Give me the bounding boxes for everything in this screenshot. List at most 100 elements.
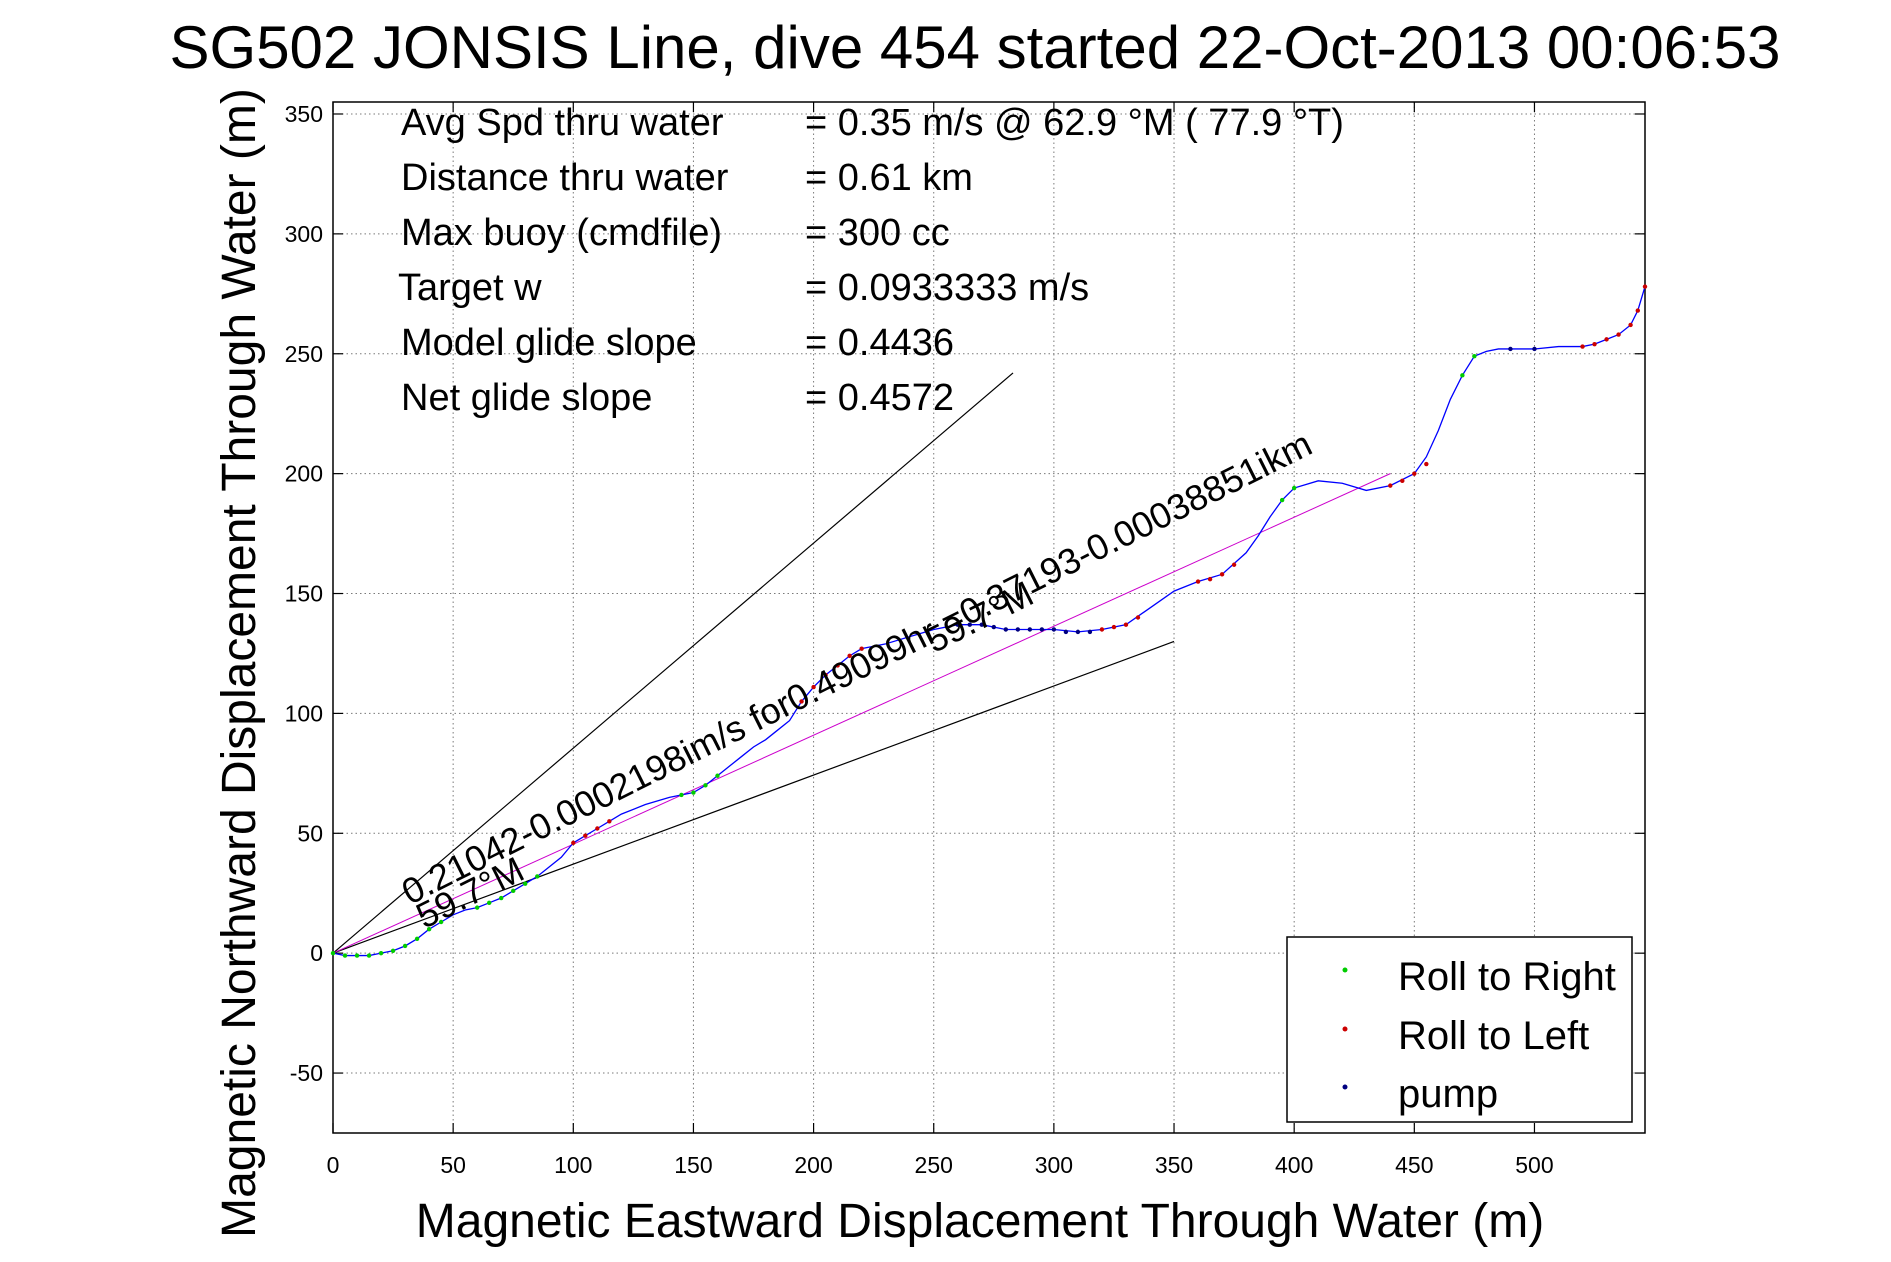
marker-roll-to-right bbox=[330, 950, 336, 956]
info-value: = 300 cc bbox=[805, 212, 950, 254]
marker-roll-to-left bbox=[1195, 579, 1201, 584]
marker-roll-to-right bbox=[438, 919, 444, 925]
marker-roll-to-left bbox=[607, 819, 612, 824]
legend-label-pump: pump bbox=[1398, 1072, 1498, 1116]
marker-pump bbox=[1063, 629, 1069, 635]
marker-roll-to-left bbox=[1424, 461, 1429, 467]
marker-roll-to-right bbox=[679, 792, 684, 798]
info-label: Avg Spd thru water bbox=[401, 102, 724, 144]
marker-roll-to-left bbox=[1231, 562, 1237, 567]
marker-roll-to-right bbox=[1472, 353, 1477, 359]
marker-pump bbox=[979, 622, 984, 627]
marker-roll-to-right bbox=[486, 900, 492, 906]
x-tick-label: 300 bbox=[1035, 1152, 1073, 1178]
marker-pump bbox=[1087, 629, 1093, 635]
marker-roll-to-left bbox=[1207, 576, 1213, 582]
y-tick-label: -50 bbox=[290, 1060, 323, 1086]
x-axis-label: Magnetic Eastward Displacement Through W… bbox=[416, 1195, 1544, 1248]
legend-marker-pump bbox=[1342, 1084, 1348, 1090]
marker-roll-to-left bbox=[1099, 627, 1105, 632]
x-tick-label: 250 bbox=[915, 1152, 953, 1178]
marker-roll-to-right bbox=[426, 926, 432, 932]
marker-pump bbox=[1051, 627, 1057, 632]
legend: Roll to Right Roll to Left pump bbox=[1286, 936, 1633, 1123]
marker-roll-to-left bbox=[1580, 344, 1585, 349]
y-tick-label: 100 bbox=[285, 700, 323, 726]
x-tick-label: 200 bbox=[794, 1152, 832, 1178]
marker-roll-to-left bbox=[595, 826, 600, 831]
legend-marker-roll-left bbox=[1342, 1026, 1348, 1032]
info-label: Max buoy (cmdfile) bbox=[401, 212, 722, 254]
reference-line-mean-track bbox=[332, 473, 1391, 954]
legend-label-roll-left: Roll to Left bbox=[1398, 1014, 1589, 1058]
y-tick-label: 50 bbox=[297, 820, 323, 846]
marker-roll-to-left bbox=[859, 646, 864, 651]
marker-pump bbox=[991, 624, 997, 630]
x-tick-label: 0 bbox=[327, 1152, 340, 1178]
info-value: = 0.0933333 m/s bbox=[805, 267, 1089, 309]
marker-pump bbox=[1027, 627, 1033, 632]
marker-pump bbox=[1015, 627, 1021, 632]
marker-pump bbox=[955, 622, 960, 627]
x-tick-label: 350 bbox=[1155, 1152, 1193, 1178]
marker-roll-to-left bbox=[811, 684, 816, 690]
marker-roll-to-left bbox=[1628, 322, 1633, 328]
y-tick-label: 0 bbox=[310, 940, 323, 966]
info-label: Model glide slope bbox=[401, 322, 697, 364]
marker-roll-to-right bbox=[414, 936, 420, 941]
marker-roll-to-left bbox=[1400, 478, 1405, 484]
marker-roll-to-right bbox=[1291, 485, 1297, 491]
y-tick-label: 350 bbox=[285, 101, 323, 127]
legend-label-roll-right: Roll to Right bbox=[1398, 955, 1616, 999]
marker-roll-to-left bbox=[1635, 308, 1640, 313]
marker-roll-to-left bbox=[1592, 341, 1597, 347]
info-value: = 0.61 km bbox=[805, 157, 973, 199]
marker-roll-to-left bbox=[1388, 483, 1393, 488]
plot-area: 0 50 100 150 200 250 300 350 400 450 500 -50 0 50 100 1… bbox=[285, 101, 1648, 1178]
marker-roll-to-left bbox=[1642, 284, 1648, 289]
y-axis-label: Magnetic Northward Displacement Through … bbox=[213, 88, 266, 1238]
marker-roll-to-left bbox=[835, 663, 840, 668]
marker-pump bbox=[1039, 627, 1045, 632]
x-tick-label: 100 bbox=[554, 1152, 592, 1178]
marker-pump bbox=[1508, 346, 1513, 352]
marker-roll-to-left bbox=[1616, 332, 1621, 337]
marker-roll-to-right bbox=[715, 773, 720, 778]
marker-roll-to-left bbox=[1412, 471, 1417, 476]
y-tick-label: 150 bbox=[285, 581, 323, 607]
marker-roll-to-right bbox=[499, 895, 504, 901]
marker-roll-to-right bbox=[1279, 497, 1285, 503]
marker-pump bbox=[967, 622, 972, 627]
x-tick-label: 150 bbox=[674, 1152, 712, 1178]
marker-roll-to-left bbox=[847, 653, 852, 659]
y-tick-label: 300 bbox=[285, 221, 323, 247]
x-tick-label: 450 bbox=[1395, 1152, 1433, 1178]
marker-roll-to-left bbox=[571, 840, 576, 846]
marker-roll-to-left bbox=[1111, 624, 1117, 630]
marker-roll-to-right bbox=[378, 950, 384, 956]
marker-roll-to-left bbox=[1135, 615, 1141, 620]
marker-roll-to-left bbox=[799, 699, 804, 704]
marker-roll-to-right bbox=[390, 948, 396, 953]
marker-roll-to-right bbox=[342, 953, 348, 958]
marker-roll-to-right bbox=[691, 790, 696, 795]
marker-roll-to-right bbox=[511, 888, 516, 894]
reference-line-upper-bound bbox=[332, 372, 1014, 954]
info-value: = 0.4572 bbox=[805, 377, 954, 419]
marker-roll-to-right bbox=[703, 783, 708, 788]
info-label: Target w bbox=[398, 267, 542, 309]
marker-roll-to-right bbox=[366, 953, 372, 958]
info-value: = 0.35 m/s @ 62.9 °M ( 77.9 °T) bbox=[805, 102, 1344, 144]
marker-roll-to-left bbox=[1604, 337, 1609, 342]
x-tick-label: 500 bbox=[1515, 1152, 1553, 1178]
marker-roll-to-right bbox=[354, 953, 360, 958]
axes-frame bbox=[332, 101, 1646, 1134]
x-tick-label: 400 bbox=[1275, 1152, 1313, 1178]
marker-pump bbox=[1532, 346, 1537, 352]
info-value: = 0.4436 bbox=[805, 322, 954, 364]
reference-line-lower-bound bbox=[332, 640, 1175, 954]
legend-marker-roll-right bbox=[1342, 967, 1348, 973]
marker-pump bbox=[1075, 629, 1081, 635]
y-tick-label: 200 bbox=[285, 461, 323, 487]
marker-roll-to-right bbox=[523, 881, 528, 886]
